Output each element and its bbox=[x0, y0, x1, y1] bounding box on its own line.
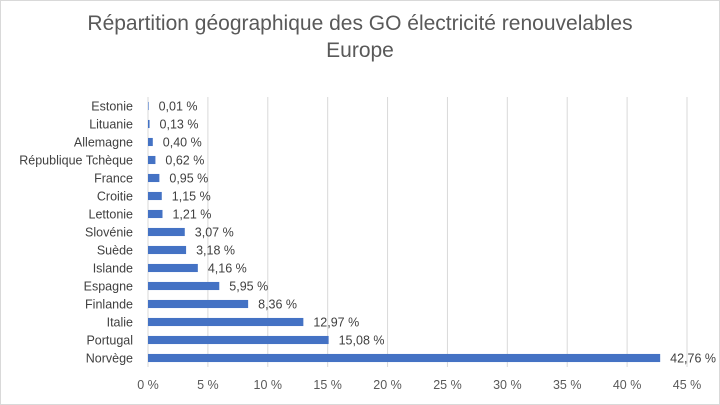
x-tick-labels: 0 % 5 % 10 % 15 % 20 % 25 % 30 % 35 % 40 % 45 % bbox=[137, 378, 701, 392]
x-tick-label: 40 % bbox=[613, 378, 642, 392]
data-label: 1,15 % bbox=[172, 190, 211, 204]
value-labels: 0,01 % 0,13 % 0,40 % 0,62 % 0,95 % 1,15 % 1,21… bbox=[159, 100, 716, 366]
bar bbox=[148, 119, 150, 129]
data-label: 0,40 % bbox=[163, 136, 202, 150]
category-label: Slovénie bbox=[85, 226, 133, 240]
data-label: 1,21 % bbox=[172, 208, 211, 222]
bar bbox=[148, 173, 160, 183]
category-label: Lituanie bbox=[89, 118, 133, 132]
bar bbox=[148, 299, 249, 309]
data-label: 12,97 % bbox=[313, 316, 359, 330]
bar bbox=[148, 245, 187, 255]
category-label: République Tchèque bbox=[19, 154, 133, 168]
category-label: Espagne bbox=[84, 280, 133, 294]
category-labels: Estonie Lituanie Allemagne République Tchèq… bbox=[19, 100, 133, 366]
data-label: 4,16 % bbox=[208, 262, 247, 276]
data-label: 0,13 % bbox=[160, 118, 199, 132]
category-label: Suède bbox=[97, 244, 133, 258]
x-tick-label: 45 % bbox=[673, 378, 702, 392]
x-tick-label: 0 % bbox=[137, 378, 159, 392]
bar bbox=[148, 317, 304, 327]
x-tick-label: 5 % bbox=[197, 378, 219, 392]
data-label: 0,95 % bbox=[169, 172, 208, 186]
bar bbox=[148, 263, 198, 273]
data-label: 5,95 % bbox=[229, 280, 268, 294]
x-tick-label: 10 % bbox=[254, 378, 283, 392]
data-label: 3,07 % bbox=[195, 226, 234, 240]
bar bbox=[148, 353, 661, 363]
bar bbox=[148, 155, 156, 165]
bar bbox=[148, 209, 163, 219]
data-label: 3,18 % bbox=[196, 244, 235, 258]
x-tick-label: 15 % bbox=[313, 378, 342, 392]
bar bbox=[148, 137, 153, 147]
bar bbox=[148, 335, 329, 345]
data-label: 8,36 % bbox=[258, 298, 297, 312]
bar bbox=[148, 191, 162, 201]
data-label: 42,76 % bbox=[670, 352, 716, 366]
data-label: 0,01 % bbox=[159, 100, 198, 114]
chart-title-line: Répartition géographique des GO électric… bbox=[87, 12, 633, 35]
chart-subtitle: Europe bbox=[326, 39, 394, 62]
category-label: Finlande bbox=[85, 298, 133, 312]
category-label: Portugal bbox=[86, 334, 133, 348]
data-label: 15,08 % bbox=[339, 334, 385, 348]
category-label: Allemagne bbox=[74, 136, 133, 150]
bars bbox=[148, 101, 661, 363]
category-label: Italie bbox=[107, 316, 133, 330]
category-label: Estonie bbox=[91, 100, 133, 114]
bar bbox=[148, 281, 220, 291]
category-label: Croitie bbox=[97, 190, 133, 204]
data-label: 0,62 % bbox=[165, 154, 204, 168]
category-label: Islande bbox=[93, 262, 133, 276]
bar bbox=[148, 227, 185, 237]
category-label: Lettonie bbox=[89, 208, 134, 222]
category-label: France bbox=[94, 172, 133, 186]
x-tick-label: 20 % bbox=[373, 378, 402, 392]
x-tick-label: 30 % bbox=[493, 378, 522, 392]
bar bbox=[148, 101, 149, 111]
category-label: Norvège bbox=[86, 352, 133, 366]
x-tick-label: 25 % bbox=[433, 378, 462, 392]
x-tick-label: 35 % bbox=[553, 378, 582, 392]
chart-title: Répartition géographique des GO électric… bbox=[0, 10, 720, 64]
